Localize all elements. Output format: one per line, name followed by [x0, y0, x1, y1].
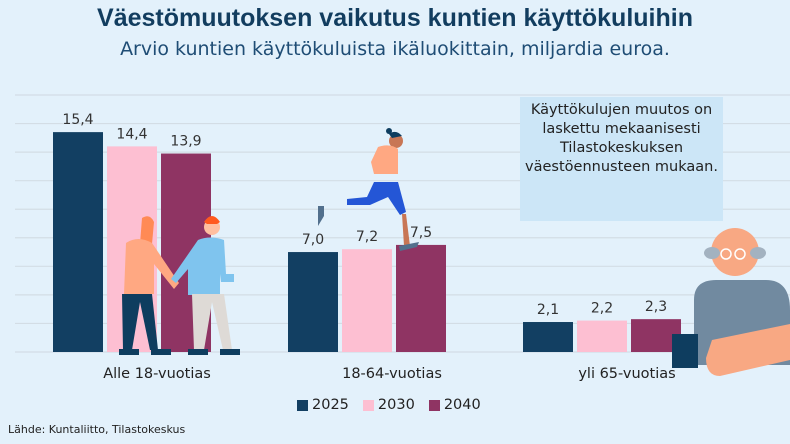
chart-subtitle: Arvio kuntien käyttökuluista ikäluokitta… [120, 38, 670, 60]
category-label: Alle 18-vuotias [103, 366, 211, 382]
category-label: 18-64-vuotias [342, 366, 442, 382]
legend-label: 2025 [312, 397, 349, 413]
legend-label: 2040 [443, 397, 481, 413]
bars [53, 132, 681, 352]
data-label: 7,5 [410, 225, 432, 241]
bar-2030-2 [577, 320, 627, 352]
data-label: 2,1 [537, 302, 559, 318]
legend-item-2030: 2030 [362, 397, 415, 413]
labels: 15,4 14,4 13,9 Alle 18-vuotias 7,0 7,2 7,5 18-6… [62, 112, 675, 382]
chart-title: Väestömuutoksen vaikutus kuntien käyttök… [97, 4, 693, 32]
data-label: 14,4 [116, 126, 147, 142]
legend-swatch [362, 399, 374, 411]
legend: 2025 2030 2040 [297, 397, 481, 413]
bar-2040-1 [396, 244, 446, 352]
legend-swatch [428, 399, 440, 411]
data-label: 7,0 [302, 232, 324, 248]
data-label: 7,2 [356, 229, 378, 245]
runner-illustration [318, 128, 419, 251]
data-label: 15,4 [62, 112, 93, 128]
bar-2025-2 [523, 322, 573, 352]
couple-illustration [119, 216, 240, 355]
legend-label: 2030 [377, 397, 415, 413]
legend-item-2025: 2025 [297, 397, 349, 413]
methodology-note: Käyttökulujen muutos on laskettu mekaani… [520, 97, 723, 221]
bar-2030-1 [342, 249, 392, 352]
elderly-man-illustration [672, 228, 790, 376]
legend-item-2040: 2040 [428, 397, 481, 413]
data-label: 13,9 [170, 134, 201, 150]
legend-swatch [297, 399, 308, 411]
data-label: 2,3 [645, 299, 667, 315]
data-label: 2,2 [591, 301, 613, 317]
bar-2025-1 [288, 252, 338, 352]
bar-2025-0 [53, 132, 103, 352]
category-label: yli 65-vuotias [578, 366, 675, 382]
source-note: Lähde: Kuntaliitto, Tilastokeskus [8, 423, 186, 436]
